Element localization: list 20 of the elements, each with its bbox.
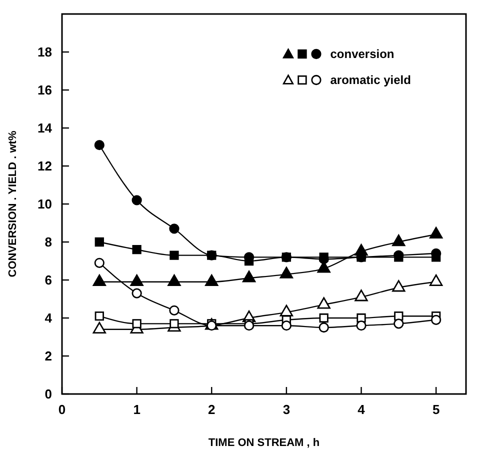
x-tick-label: 2 <box>208 402 216 417</box>
x-tick-label: 1 <box>133 402 140 417</box>
x-tick-label: 3 <box>282 402 290 417</box>
legend-label: conversion <box>330 47 394 62</box>
y-tick-label: 16 <box>38 82 52 98</box>
y-tick-label: 6 <box>44 272 52 288</box>
y-tick-label: 0 <box>44 386 52 402</box>
y-axis-title: CONVERSION . YIELD . wt% <box>7 130 19 278</box>
y-tick-label: 12 <box>38 158 52 174</box>
y-tick-label: 10 <box>38 196 52 212</box>
x-tick-label: 4 <box>358 402 366 417</box>
y-tick-label: 4 <box>44 310 53 326</box>
x-axis-title: TIME ON STREAM , h <box>208 437 320 449</box>
y-tick-label: 2 <box>44 348 52 364</box>
x-tick-label: 0 <box>58 402 66 417</box>
y-tick-label: 18 <box>38 44 52 60</box>
x-tick-label: 5 <box>432 402 440 417</box>
y-tick-label: 14 <box>38 120 53 136</box>
legend-label: aromatic yield <box>330 73 411 88</box>
y-tick-label: 8 <box>44 234 52 250</box>
